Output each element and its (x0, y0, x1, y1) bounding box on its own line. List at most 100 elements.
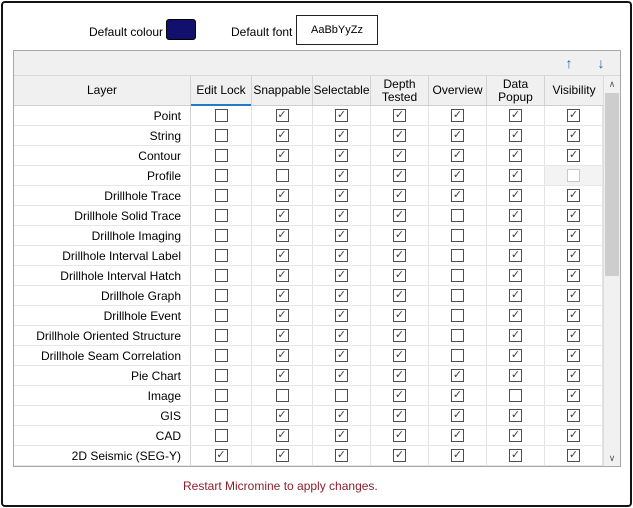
checkbox-checked[interactable]: ✓ (567, 269, 580, 282)
checkbox-unchecked[interactable] (214, 389, 228, 402)
checkbox-checked[interactable]: ✓ (451, 129, 464, 142)
checkbox-checked[interactable]: ✓ (509, 129, 522, 142)
checkbox-checked[interactable]: ✓ (509, 169, 522, 182)
checkbox-checked[interactable]: ✓ (335, 329, 348, 342)
checkbox-unchecked[interactable] (214, 229, 228, 242)
checkbox-checked[interactable]: ✓ (393, 169, 406, 182)
checkbox-checked[interactable]: ✓ (393, 349, 406, 362)
scrollbar-thumb[interactable] (605, 93, 619, 276)
checkbox-checked[interactable]: ✓ (393, 149, 406, 162)
checkbox-checked[interactable]: ✓ (275, 429, 289, 442)
checkbox-unchecked[interactable] (214, 209, 228, 222)
checkbox-checked[interactable]: ✓ (275, 189, 289, 202)
checkbox-unchecked[interactable] (451, 329, 464, 342)
checkbox-checked[interactable]: ✓ (567, 149, 580, 162)
checkbox-checked[interactable]: ✓ (567, 289, 580, 302)
checkbox-unchecked[interactable] (214, 129, 228, 142)
checkbox-checked[interactable]: ✓ (335, 229, 348, 242)
checkbox-checked[interactable]: ✓ (509, 269, 522, 282)
checkbox-unchecked[interactable] (214, 309, 228, 322)
checkbox-unchecked[interactable] (214, 169, 228, 182)
checkbox-checked[interactable]: ✓ (451, 409, 464, 422)
checkbox-unchecked[interactable] (275, 169, 289, 182)
checkbox-checked[interactable]: ✓ (393, 129, 406, 142)
checkbox-checked[interactable]: ✓ (335, 429, 348, 442)
checkbox-checked[interactable]: ✓ (335, 129, 348, 142)
checkbox-checked[interactable]: ✓ (393, 209, 406, 222)
checkbox-checked[interactable]: ✓ (393, 109, 406, 122)
checkbox-checked[interactable]: ✓ (275, 309, 289, 322)
default-colour-swatch[interactable] (166, 19, 196, 40)
checkbox-checked[interactable]: ✓ (275, 109, 289, 122)
checkbox-checked[interactable]: ✓ (275, 209, 289, 222)
checkbox-checked[interactable]: ✓ (451, 449, 464, 462)
checkbox-checked[interactable]: ✓ (567, 249, 580, 262)
checkbox-checked[interactable]: ✓ (509, 109, 522, 122)
checkbox-checked[interactable]: ✓ (335, 289, 348, 302)
checkbox-checked[interactable]: ✓ (335, 249, 348, 262)
checkbox-checked[interactable]: ✓ (335, 349, 348, 362)
scroll-down-icon[interactable]: ∨ (608, 452, 616, 463)
checkbox-unchecked[interactable] (451, 249, 464, 262)
checkbox-checked[interactable]: ✓ (335, 149, 348, 162)
scroll-up-icon[interactable]: ∧ (608, 78, 616, 89)
checkbox-checked[interactable]: ✓ (275, 349, 289, 362)
checkbox-checked[interactable]: ✓ (335, 409, 348, 422)
checkbox-checked[interactable]: ✓ (567, 329, 580, 342)
checkbox-unchecked[interactable] (214, 289, 228, 302)
checkbox-checked[interactable]: ✓ (509, 369, 522, 382)
checkbox-checked[interactable]: ✓ (393, 269, 406, 282)
checkbox-unchecked[interactable] (335, 389, 348, 402)
checkbox-checked[interactable]: ✓ (335, 309, 348, 322)
checkbox-checked[interactable]: ✓ (567, 109, 580, 122)
checkbox-checked[interactable]: ✓ (275, 409, 289, 422)
checkbox-checked[interactable]: ✓ (567, 369, 580, 382)
checkbox-checked[interactable]: ✓ (567, 309, 580, 322)
checkbox-checked[interactable]: ✓ (393, 449, 406, 462)
checkbox-unchecked[interactable] (214, 189, 228, 202)
vertical-scrollbar[interactable]: ∧ ∨ (603, 76, 620, 466)
checkbox-checked[interactable]: ✓ (567, 189, 580, 202)
checkbox-checked[interactable]: ✓ (567, 129, 580, 142)
checkbox-checked[interactable]: ✓ (567, 429, 580, 442)
move-down-icon[interactable]: ↓ (597, 55, 605, 71)
checkbox-unchecked[interactable] (451, 289, 464, 302)
checkbox-checked[interactable]: ✓ (393, 249, 406, 262)
checkbox-checked[interactable]: ✓ (393, 369, 406, 382)
checkbox-checked[interactable]: ✓ (567, 209, 580, 222)
checkbox-checked[interactable]: ✓ (509, 349, 522, 362)
checkbox-unchecked[interactable] (214, 109, 228, 122)
move-up-icon[interactable]: ↑ (565, 55, 573, 71)
checkbox-checked[interactable]: ✓ (335, 169, 348, 182)
checkbox-checked[interactable]: ✓ (451, 369, 464, 382)
checkbox-unchecked[interactable] (214, 369, 228, 382)
checkbox-checked[interactable]: ✓ (275, 129, 289, 142)
checkbox-checked[interactable]: ✓ (275, 149, 289, 162)
checkbox-unchecked[interactable] (214, 249, 228, 262)
checkbox-checked[interactable]: ✓ (509, 289, 522, 302)
checkbox-unchecked[interactable] (214, 409, 228, 422)
checkbox-checked[interactable]: ✓ (393, 329, 406, 342)
checkbox-checked[interactable]: ✓ (393, 389, 406, 402)
checkbox-checked[interactable]: ✓ (214, 449, 228, 462)
checkbox-unchecked[interactable] (214, 269, 228, 282)
checkbox-checked[interactable]: ✓ (275, 249, 289, 262)
checkbox-checked[interactable]: ✓ (451, 429, 464, 442)
checkbox-checked[interactable]: ✓ (393, 409, 406, 422)
checkbox-checked[interactable]: ✓ (451, 189, 464, 202)
checkbox-checked[interactable]: ✓ (335, 109, 348, 122)
checkbox-checked[interactable]: ✓ (509, 189, 522, 202)
checkbox-checked[interactable]: ✓ (451, 149, 464, 162)
checkbox-checked[interactable]: ✓ (275, 269, 289, 282)
checkbox-checked[interactable]: ✓ (393, 229, 406, 242)
checkbox-checked[interactable]: ✓ (509, 409, 522, 422)
checkbox-checked[interactable]: ✓ (335, 369, 348, 382)
checkbox-unchecked[interactable] (451, 209, 464, 222)
checkbox-checked[interactable]: ✓ (335, 449, 348, 462)
checkbox-checked[interactable]: ✓ (393, 429, 406, 442)
checkbox-unchecked[interactable] (509, 389, 522, 402)
checkbox-unchecked[interactable] (275, 389, 289, 402)
checkbox-checked[interactable]: ✓ (509, 449, 522, 462)
checkbox-unchecked[interactable] (214, 329, 228, 342)
checkbox-checked[interactable]: ✓ (275, 369, 289, 382)
